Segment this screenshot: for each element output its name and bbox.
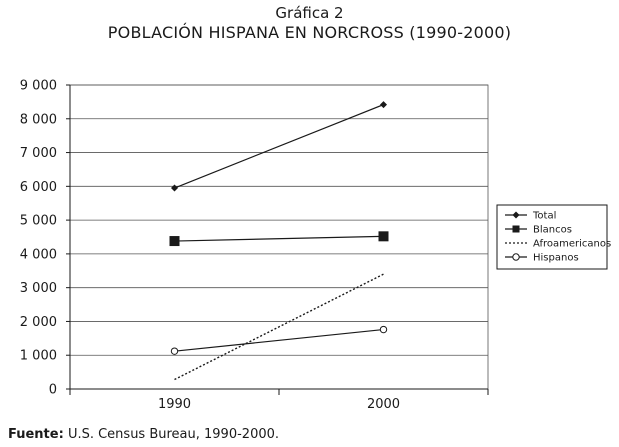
series-line-afroamericanos [174, 273, 384, 381]
x-tick-label: 2000 [367, 397, 400, 412]
legend-item-afroamericanos: Afroamericanos [505, 239, 611, 250]
y-tick-label: 6 000 [20, 180, 57, 195]
line-chart: 0 1 000 2 000 3 000 4 000 5 000 6 000 7 000 8 00… [20, 79, 611, 413]
series-line-total [174, 104, 384, 189]
data-point-total [380, 101, 387, 109]
data-point-blancos [169, 236, 180, 247]
y-tick-label: 9 000 [20, 79, 57, 94]
legend-marker-hispanos [512, 253, 520, 261]
data-point-hispanos [379, 325, 388, 334]
chart-title: Gráfica 2 [275, 4, 344, 22]
y-tick-label: 7 000 [20, 146, 57, 161]
y-tick-label: 5 000 [20, 214, 57, 229]
plot-area [69, 84, 489, 390]
series-blancos [169, 231, 389, 247]
source-text: U.S. Census Bureau, 1990-2000. [67, 427, 280, 442]
y-tick-label: 0 [49, 383, 57, 398]
legend-item-hispanos: Hispanos [505, 253, 579, 264]
series-total [171, 101, 387, 192]
series-line-blancos [174, 235, 384, 242]
data-point-total [171, 184, 178, 192]
y-tick-label: 3 000 [20, 281, 57, 296]
legend-item-blancos: Blancos [505, 225, 572, 236]
y-tick-label: 8 000 [20, 112, 57, 127]
y-tick-label: 1 000 [20, 349, 57, 364]
legend-label-hispanos: Hispanos [533, 253, 579, 264]
data-point-hispanos [170, 347, 179, 355]
x-tick-label: 1990 [158, 397, 191, 412]
series-afroamericanos [174, 273, 384, 381]
source-label: Fuente: [8, 427, 64, 442]
y-tick-label: 4 000 [20, 247, 57, 262]
source-note: Fuente: U.S. Census Bureau, 1990-2000. [8, 427, 279, 442]
legend: Total Blancos Afroamericanos Hispanos [496, 204, 611, 270]
chart-subtitle: POBLACIÓN HISPANA EN NORCROSS (1990-2000… [107, 23, 512, 42]
legend-marker-blancos [512, 225, 520, 233]
series-hispanos [170, 325, 388, 355]
legend-item-total: Total [505, 211, 556, 222]
data-point-blancos [378, 231, 389, 242]
legend-label-afroamericanos: Afroamericanos [533, 239, 611, 250]
legend-label-total: Total [532, 211, 556, 222]
legend-label-blancos: Blancos [533, 225, 572, 236]
y-tick-label: 2 000 [20, 315, 57, 330]
legend-marker-total [512, 211, 520, 219]
series-line-hispanos [174, 328, 384, 352]
